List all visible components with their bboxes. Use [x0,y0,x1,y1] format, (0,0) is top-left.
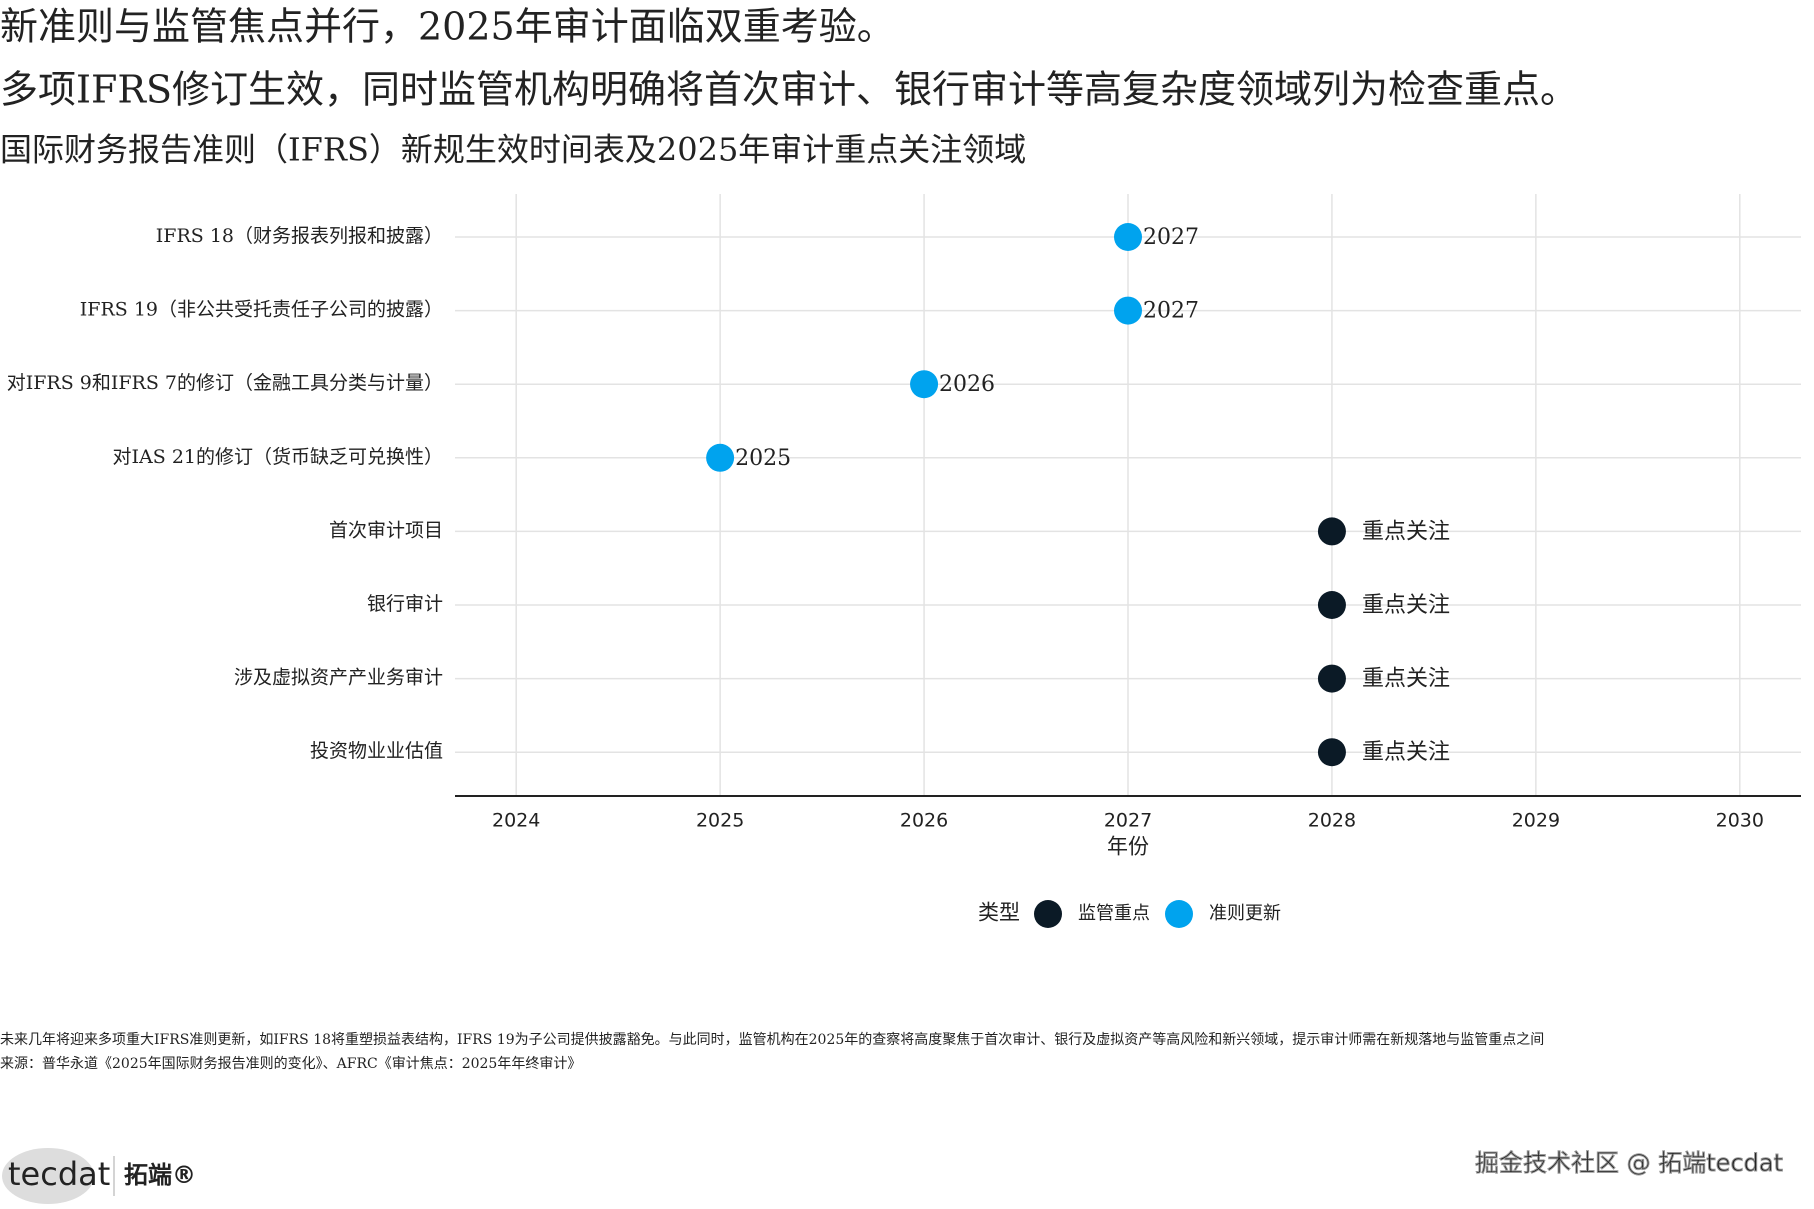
x-tick-label: 2030 [1716,810,1764,832]
caption: 来源：普华永道《2025年国际财务报告准则的变化》、AFRC《审计焦点：2025… [0,1056,581,1072]
logo: tecdat [8,1155,110,1193]
title-line: 新准则与监管焦点并行，2025年审计面临双重考验。 [0,5,895,49]
data-label: 重点关注 [1362,740,1450,765]
legend-swatch [1034,900,1062,928]
dot [706,443,735,472]
data-label: 2027 [1143,299,1199,324]
x-tick-label: 2026 [900,810,948,832]
y-tick-label: 涉及虚拟资产产业务审计 [234,667,443,689]
title-line: 多项IFRS修订生效，同时监管机构明确将首次审计、银行审计等高复杂度领域列为检查… [0,68,1578,112]
y-tick-label: IFRS 18（财务报表列报和披露） [156,225,443,247]
caption: 未来几年将迎来多项重大IFRS准则更新，如IFRS 18将重塑损益表结构，IFR… [0,1031,1544,1048]
x-tick-label: 2029 [1512,810,1560,832]
subtitle: 国际财务报告准则（IFRS）新规生效时间表及2025年审计重点关注领域 [0,131,1026,169]
data-label: 2027 [1143,225,1199,250]
data-label: 2026 [939,372,995,397]
dot [1317,517,1346,546]
x-axis-title: 年份 [1107,835,1149,859]
data-label: 重点关注 [1362,593,1450,618]
data-label: 重点关注 [1362,667,1450,692]
legend-title: 类型 [978,901,1020,925]
logo-mark [2,1148,94,1204]
dot [910,370,939,399]
dot [1114,223,1142,251]
watermark: 掘金技术社区 @ 拓端tecdat [1475,1149,1783,1177]
legend-label: 监管重点 [1078,903,1150,924]
dot [1317,664,1346,693]
data-label: 重点关注 [1362,519,1450,544]
legend-swatch [1165,900,1193,928]
dot [1114,296,1142,325]
y-tick-label: 对IFRS 9和IFRS 7的修订（金融工具分类与计量） [7,372,443,394]
x-tick-label: 2025 [696,810,744,832]
y-tick-label: 对IAS 21的修订（货币缺乏可兑换性） [113,446,443,468]
y-tick-label: 首次审计项目 [329,519,443,541]
y-tick-label: 银行审计 [367,593,443,615]
legend-label: 准则更新 [1209,903,1281,924]
x-tick-label: 2027 [1104,810,1152,832]
x-tick-label: 2028 [1308,810,1356,832]
x-tick-label: 2024 [492,810,540,832]
y-tick-label: IFRS 19（非公共受托责任子公司的披露） [80,299,443,321]
dot [1317,591,1346,619]
dot [1317,738,1346,767]
data-label: 2025 [735,446,791,471]
brand: 拓端® [124,1161,196,1189]
y-tick-label: 投资物业业估值 [310,740,443,762]
